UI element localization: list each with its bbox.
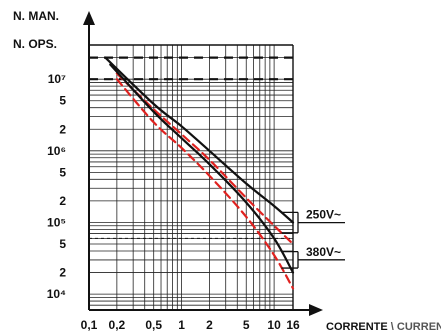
x-tick-label: 2 [206,318,213,332]
y-tick-label: 2 [59,266,66,280]
x-axis-label-sep: \ [391,321,394,333]
series-line-380v-red-dashed [115,78,295,290]
x-tick-labels: 0,1 0,2 0,5 1 2 5 10 16 [81,318,300,332]
x-tick-label: 0,5 [145,318,162,332]
y-axis-arrow [83,11,95,25]
y-axis-label-line-1: N. MAN. [13,9,59,23]
y-axis-label-line-2: N. OPS. [13,37,57,51]
y-tick-label: 5 [59,94,66,108]
y-tick-label: 5 [59,165,66,179]
y-tick-label: 10⁶ [47,144,66,158]
y-tick-label: 10⁵ [47,215,66,229]
y-tick-labels: 10⁷ 5 2 10⁶ 5 2 10⁵ 5 2 10⁴ [47,72,67,301]
x-tick-label: 16 [286,318,300,332]
y-tick-label: 5 [59,237,66,251]
x-tick-label: 5 [243,318,250,332]
axes [83,11,323,316]
series-line-380v-black-solid [109,63,295,274]
y-tick-label: 10⁴ [47,287,66,301]
annotation-label-380v: 380V~ [306,245,341,259]
y-tick-label: 2 [59,194,66,208]
x-axis-label-en: CURRENT [397,321,441,333]
x-tick-label: 10 [267,318,281,332]
annotation-label-250v: 250V~ [306,208,341,222]
x-tick-label: 0,1 [81,318,98,332]
grid [88,44,294,311]
x-tick-label: 0,2 [109,318,126,332]
x-axis-arrow [309,304,323,316]
x-axis-label-it: CORRENTE [326,321,388,333]
series-line-250v-black-solid [104,56,295,224]
series-group [104,56,295,290]
y-tick-label: 2 [59,122,66,136]
x-tick-label: 1 [178,318,185,332]
annotations: 250V~ 380V~ [281,208,345,269]
x-axis-label: CORRENTE \ CURRENT [326,321,441,333]
series-line-250v-red-dashed [115,72,295,246]
y-tick-label: 10⁷ [48,72,66,86]
